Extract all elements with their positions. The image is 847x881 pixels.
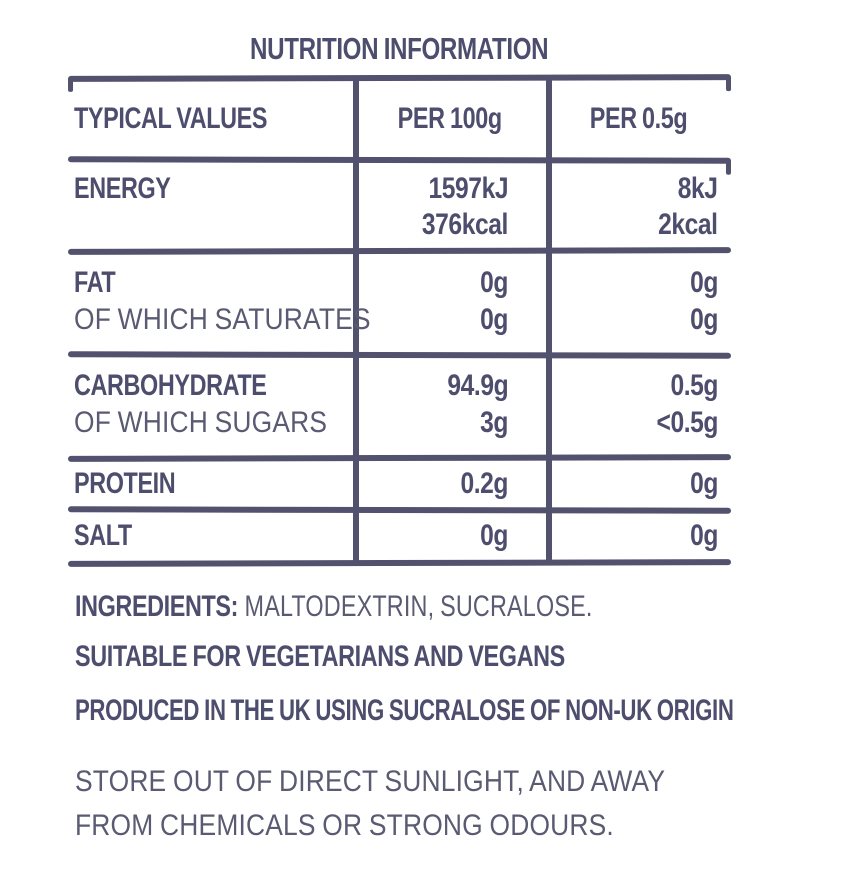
row-label-cell: FAT OF WHICH SATURATES (68, 264, 371, 352)
nutrient-sub-name: OF WHICH SATURATES (74, 303, 371, 336)
value-per-0-5g: 0g (690, 303, 718, 336)
value-per-0-5g: 0g (690, 519, 718, 552)
page-title: NUTRITION INFORMATION (250, 31, 549, 66)
per-0-5g-cell: 0g 0g (546, 264, 731, 352)
value-per-100g: 0g (480, 519, 508, 552)
storage-instructions: STORE OUT OF DIRECT SUNLIGHT, AND AWAY F… (75, 760, 835, 848)
table-bottom-rule (67, 559, 732, 567)
row-label-cell: CARBOHYDRATE OF WHICH SUGARS (68, 367, 353, 455)
table-row-energy: ENERGY 1597kJ 376kcal 8kJ 2kcal (68, 163, 731, 248)
value-per-100g: 0.2g (460, 467, 508, 500)
per-100g-cell: 0g 0g (353, 264, 546, 352)
value-per-100g: 0g (480, 303, 508, 336)
per-100g-cell: 0g (353, 518, 546, 560)
table-row-fat: FAT OF WHICH SATURATES 0g 0g 0g 0g (68, 254, 731, 352)
per-0-5g-cell: 0g (546, 518, 731, 560)
header-cell-per-100g: PER 100g (353, 102, 546, 136)
per-100g-cell: 94.9g 3g (353, 367, 546, 455)
value-per-100g: 94.9g (447, 369, 508, 402)
header-label: PER 100g (397, 102, 502, 135)
nutrient-name: CARBOHYDRATE (74, 369, 267, 402)
header-cell-typical-values: TYPICAL VALUES (68, 102, 353, 136)
label-title-row: NUTRITION INFORMATION (68, 32, 731, 66)
storage-line-2: FROM CHEMICALS OR STRONG ODOURS. (75, 809, 614, 842)
table-row-protein: PROTEIN 0.2g 0g (68, 461, 731, 507)
nutrient-name: SALT (74, 519, 132, 552)
value-per-100g: 0g (480, 266, 508, 299)
value-per-100g: 376kcal (421, 208, 508, 241)
nutrient-name: PROTEIN (74, 467, 176, 500)
header-label: TYPICAL VALUES (74, 102, 268, 135)
table-header-row: TYPICAL VALUES PER 100g PER 0.5g (68, 81, 731, 157)
nutrient-name: FAT (74, 266, 116, 299)
table-row-salt: SALT 0g 0g (68, 513, 731, 560)
value-per-100g: 3g (480, 406, 508, 439)
per-100g-cell: 0.2g (353, 466, 546, 507)
per-0-5g-cell: 8kJ 2kcal (546, 171, 731, 248)
row-label-cell: ENERGY (68, 171, 353, 248)
ingredients-label: INGREDIENTS: (75, 590, 239, 623)
storage-line-1: STORE OUT OF DIRECT SUNLIGHT, AND AWAY (75, 765, 666, 798)
header-label: PER 0.5g (589, 102, 688, 135)
per-0-5g-cell: 0.5g <0.5g (546, 367, 731, 455)
suitable-line: SUITABLE FOR VEGETARIANS AND VEGANS (75, 640, 565, 673)
column-divider-1 (353, 78, 359, 563)
value-per-0-5g: <0.5g (656, 406, 718, 439)
value-per-0-5g: 0g (690, 467, 718, 500)
nutrition-table: TYPICAL VALUES PER 100g PER 0.5g ENERGY … (67, 74, 732, 567)
value-per-100g: 1597kJ (428, 172, 508, 205)
value-per-0-5g: 0.5g (670, 369, 718, 402)
table-row-carbohydrate: CARBOHYDRATE OF WHICH SUGARS 94.9g 3g 0.… (68, 358, 731, 455)
per-0-5g-cell: 0g (546, 466, 731, 507)
row-label-cell: PROTEIN (68, 466, 353, 507)
nutrient-sub-name: OF WHICH SUGARS (74, 406, 328, 439)
value-per-0-5g: 8kJ (678, 172, 718, 205)
per-100g-cell: 1597kJ 376kcal (353, 171, 546, 248)
nutrient-name: ENERGY (74, 172, 171, 205)
column-divider-2 (546, 78, 552, 563)
produced-line: PRODUCED IN THE UK USING SUCRALOSE OF NO… (75, 694, 734, 727)
ingredients-line: INGREDIENTS: MALTODEXTRIN, SUCRALOSE. (75, 590, 835, 624)
row-label-cell: SALT (68, 518, 353, 560)
value-per-0-5g: 2kcal (658, 208, 718, 241)
value-per-0-5g: 0g (690, 266, 718, 299)
ingredients-value: MALTODEXTRIN, SUCRALOSE. (244, 590, 593, 623)
label-footer: INGREDIENTS: MALTODEXTRIN, SUCRALOSE. SU… (75, 590, 835, 848)
header-cell-per-0-5g: PER 0.5g (546, 102, 731, 136)
